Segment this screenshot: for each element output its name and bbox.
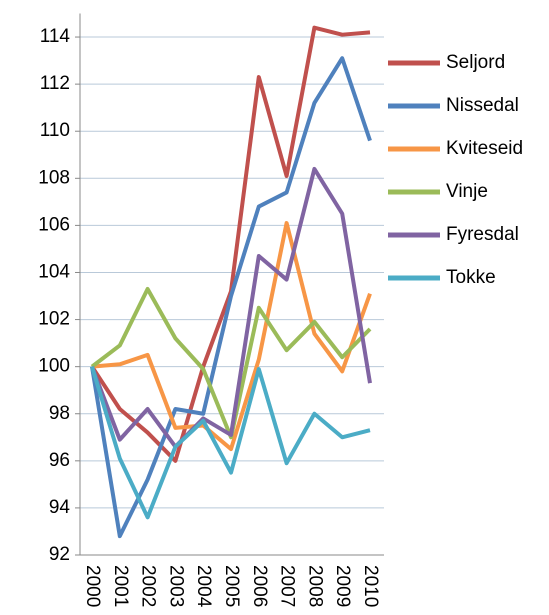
y-tick-label: 108: [38, 167, 70, 188]
legend-label: Seljord: [446, 52, 505, 73]
x-tick-label: 2010: [360, 565, 381, 607]
x-tick-label: 2004: [193, 565, 214, 608]
y-tick-label: 114: [40, 26, 71, 47]
x-tick-label: 2009: [332, 565, 353, 607]
y-tick-label: 94: [49, 497, 71, 518]
series-line: [90, 286, 372, 440]
y-tick-label: 110: [40, 120, 70, 141]
y-tick-label: 104: [38, 261, 70, 282]
x-tick-label: 2003: [165, 565, 186, 607]
series-line: [90, 166, 372, 449]
y-tick-label: 112: [40, 73, 70, 94]
series-line: [90, 25, 371, 463]
legend-label: Vinje: [446, 181, 488, 202]
legend-label: Kviteseid: [446, 138, 523, 159]
series-line: [90, 56, 372, 539]
legend-label: Nissedal: [446, 95, 519, 116]
y-tick-label: 98: [49, 403, 70, 424]
x-tick-label: 2000: [82, 565, 103, 607]
series-line: [91, 221, 372, 452]
y-tick-label: 92: [49, 544, 70, 565]
y-tick-label: 96: [49, 450, 70, 471]
x-tick-label: 2005: [221, 565, 242, 607]
x-tick-label: 2001: [110, 565, 131, 607]
y-tick-label: 100: [38, 356, 70, 377]
x-tick-label: 2006: [249, 565, 270, 607]
y-tick-label: 106: [38, 214, 70, 235]
series-line: [90, 366, 371, 520]
legend-label: Fyresdal: [446, 224, 519, 245]
x-tick-label: 2008: [304, 565, 325, 607]
x-tick-label: 2007: [277, 565, 298, 607]
x-tick-label: 2002: [138, 565, 159, 607]
y-tick-label: 102: [38, 309, 70, 330]
legend-label: Tokke: [446, 267, 496, 288]
